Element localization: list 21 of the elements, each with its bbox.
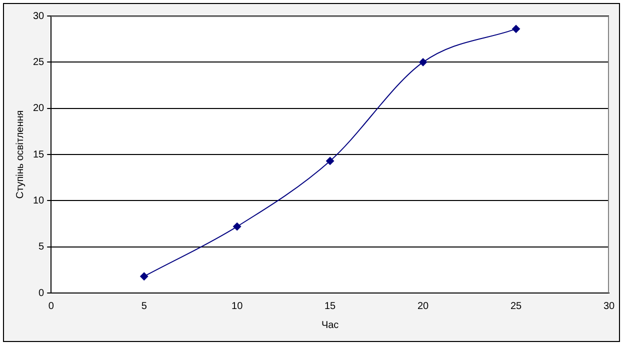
y-tick-label: 25 — [33, 56, 45, 68]
x-tick-label: 30 — [603, 300, 615, 312]
point — [326, 156, 334, 165]
y-tick-label: 30 — [33, 10, 45, 22]
point — [512, 24, 520, 33]
y-tick-label: 10 — [33, 195, 45, 206]
point — [233, 222, 242, 231]
y-tick-label: 20 — [33, 103, 45, 114]
x-axis-title: Час — [321, 320, 339, 331]
y-tick-label: 0 — [38, 288, 45, 299]
x-tick-label: 25 — [510, 300, 522, 312]
x-tick-label: 20 — [417, 300, 430, 312]
point — [140, 272, 148, 280]
x-tick-label: 5 — [141, 300, 148, 312]
x-tick-label: 15 — [324, 300, 336, 312]
x-tick-label: 0 — [48, 300, 54, 312]
y-tick-label: 5 — [38, 242, 45, 253]
y-axis-title: Ступінь освітлення — [14, 110, 26, 199]
point — [419, 58, 428, 66]
x-tick-label: 10 — [232, 300, 244, 312]
y-tick-label: 15 — [33, 149, 45, 160]
